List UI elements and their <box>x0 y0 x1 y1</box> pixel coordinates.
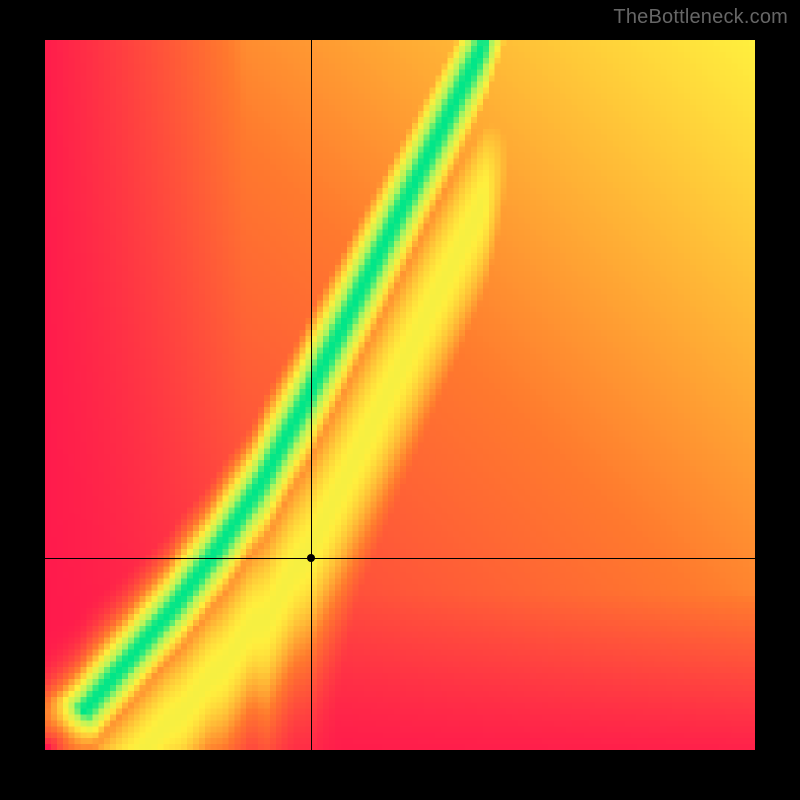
watermark-text: TheBottleneck.com <box>613 6 788 29</box>
crosshair-vertical-line <box>311 40 312 750</box>
crosshair-horizontal-line <box>45 558 755 559</box>
bottleneck-heatmap <box>45 40 755 750</box>
